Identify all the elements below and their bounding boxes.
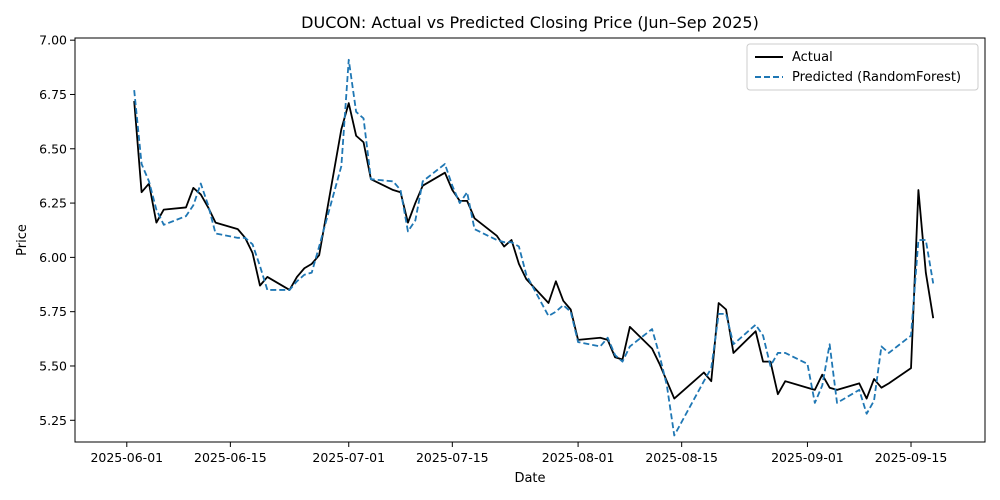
plot-frame [74, 37, 986, 443]
series-line-actual [133, 100, 935, 400]
y-tick-label: 5.75 [39, 304, 67, 319]
x-axis-title: Date [514, 471, 545, 486]
y-tick-label: 6.50 [39, 141, 67, 156]
legend-label-actual: Actual [792, 50, 833, 65]
legend: Actual Predicted (RandomForest) [746, 43, 979, 91]
y-tick-label: 7.00 [39, 33, 67, 48]
legend-box [746, 43, 979, 91]
x-tick-label: 2025-08-15 [645, 450, 718, 465]
x-tick-label: 2025-07-01 [312, 450, 385, 465]
chart-title: DUCON: Actual vs Predicted Closing Price… [301, 13, 759, 32]
x-tick-label: 2025-09-01 [771, 450, 844, 465]
x-tick-label: 2025-06-15 [194, 450, 267, 465]
legend-label-predicted: Predicted (RandomForest) [792, 70, 961, 85]
y-tick-label: 5.25 [39, 413, 67, 428]
y-tick-label: 6.00 [39, 250, 67, 265]
x-axis: 2025-06-01 2025-06-15 2025-07-01 2025-07-15… [90, 442, 947, 465]
series-line-predicted [133, 58, 935, 437]
x-tick-label: 2025-08-01 [542, 450, 615, 465]
x-tick-label: 2025-09-15 [875, 450, 948, 465]
x-tick-label: 2025-06-01 [90, 450, 163, 465]
y-tick-label: 6.75 [39, 87, 67, 102]
y-tick-label: 5.50 [39, 358, 67, 373]
series-layer [133, 58, 935, 437]
y-tick-label: 6.25 [39, 196, 67, 211]
x-tick-label: 2025-07-15 [416, 450, 489, 465]
y-axis: 5.25 5.50 5.75 6.00 6.25 6.50 6.75 7.00 [39, 33, 75, 428]
y-axis-title: Price [15, 224, 30, 256]
